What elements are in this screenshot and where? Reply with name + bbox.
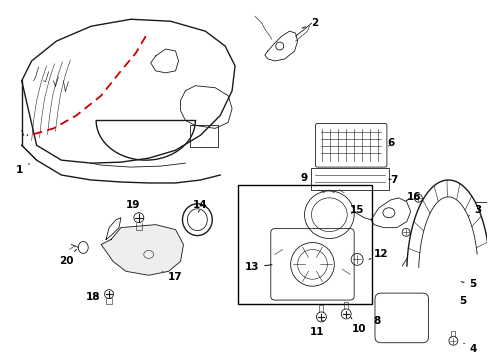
Bar <box>311 168 388 190</box>
Text: 17: 17 <box>163 271 183 282</box>
Text: 2: 2 <box>302 18 317 28</box>
Text: 13: 13 <box>244 262 271 272</box>
Text: 9: 9 <box>300 173 307 183</box>
Text: 3: 3 <box>468 205 481 216</box>
Text: 20: 20 <box>59 249 76 266</box>
Text: 14: 14 <box>193 200 207 210</box>
Text: 4: 4 <box>463 343 476 354</box>
Text: 19: 19 <box>125 200 140 213</box>
Text: 15: 15 <box>349 205 364 215</box>
Text: 7: 7 <box>388 175 397 185</box>
Text: 6: 6 <box>386 138 394 148</box>
Polygon shape <box>101 225 183 275</box>
Text: 12: 12 <box>368 249 387 260</box>
Text: 5: 5 <box>459 296 466 306</box>
Text: 5: 5 <box>460 279 476 289</box>
Text: 18: 18 <box>86 292 100 302</box>
Text: 16: 16 <box>406 192 420 202</box>
Text: 1: 1 <box>16 164 29 175</box>
Text: 8: 8 <box>372 316 380 326</box>
Text: 11: 11 <box>309 320 324 337</box>
Bar <box>238 185 371 304</box>
Bar <box>190 125 218 147</box>
Text: 10: 10 <box>350 317 366 334</box>
